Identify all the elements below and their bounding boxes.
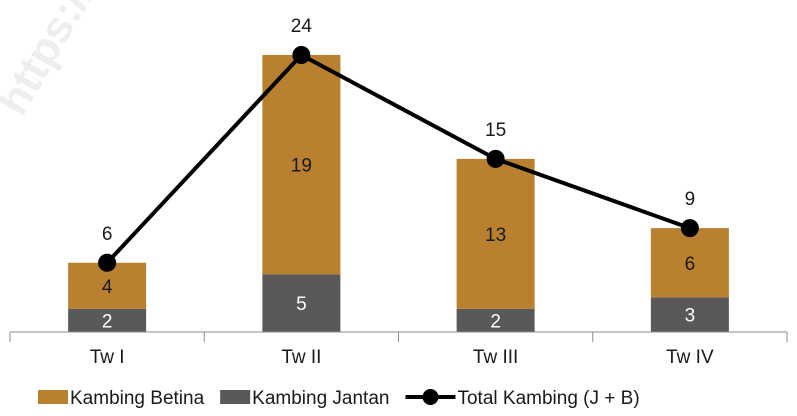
legend-label-kambing-jantan: Kambing Jantan (252, 388, 389, 409)
total-label-tw-ii: 24 (291, 16, 313, 37)
data-label-kambing-betina-tw-ii: 19 (291, 156, 312, 177)
bar-kambing-jantan-tw-iii (456, 308, 535, 332)
total-point-tw-ii (292, 46, 311, 64)
x-tick-label-tw-ii: Tw II (281, 347, 321, 368)
bar-kambing-jantan-tw-i (68, 308, 147, 332)
legend-label-total-kambing-j-b: Total Kambing (J + B) (457, 388, 639, 409)
data-label-kambing-jantan-tw-i: 2 (102, 311, 113, 332)
legend-label-kambing-betina: Kambing Betina (70, 388, 205, 409)
x-tick-label-tw-i: Tw I (90, 347, 125, 368)
bar-kambing-betina-tw-iv (650, 228, 729, 298)
data-label-kambing-jantan-tw-iv: 3 (685, 306, 696, 327)
x-tick-label-tw-iv: Tw IV (666, 347, 714, 368)
total-point-tw-i (98, 253, 117, 272)
data-label-kambing-betina-tw-iii: 13 (485, 225, 506, 246)
total-point-tw-iv (680, 219, 699, 238)
total-point-tw-iii (486, 149, 505, 168)
total-line-layer: 6 24 15 9 (98, 16, 699, 272)
legend-swatch-kambing-betina (38, 390, 68, 404)
bar-kambing-betina-tw-iii (456, 158, 535, 309)
data-label-kambing-jantan-tw-iii: 2 (490, 311, 501, 332)
x-tick-label-tw-iii: Tw III (473, 347, 518, 368)
data-label-kambing-betina-tw-i: 4 (102, 277, 113, 298)
total-label-tw-iii: 15 (485, 120, 506, 141)
bar-kambing-betina-tw-ii (262, 55, 341, 275)
legend-marker-total-kambing-j-b (422, 389, 439, 405)
data-label-kambing-betina-tw-iv: 6 (685, 254, 696, 275)
bar-kambing-jantan-tw-iv (650, 297, 729, 332)
bar-kambing-jantan-tw-ii (262, 274, 341, 332)
segment-labels: 2 4 5 19 2 13 3 6 (102, 156, 695, 333)
x-axis: Tw I Tw II Tw III Tw IV (9, 331, 788, 368)
total-label-tw-i: 6 (102, 224, 113, 245)
data-label-kambing-jantan-tw-ii: 5 (296, 294, 307, 315)
legend-swatch-kambing-jantan (220, 390, 251, 404)
total-line (105, 53, 691, 265)
total-label-tw-iv: 9 (685, 189, 696, 210)
bar-layer (68, 55, 729, 332)
legend: Kambing Betina Kambing Jantan Total Kambin… (38, 388, 640, 409)
